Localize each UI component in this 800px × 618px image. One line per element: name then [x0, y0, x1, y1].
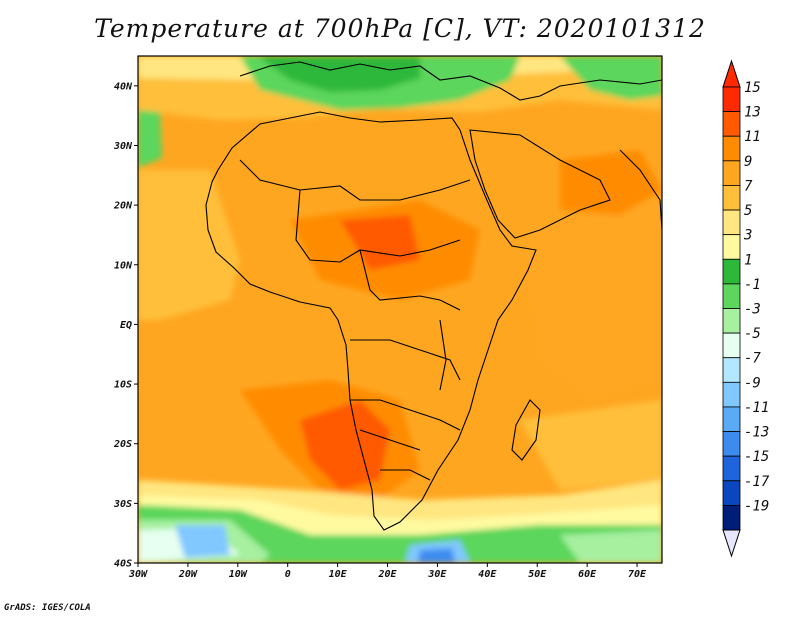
lon-tick-label: 70E	[628, 569, 647, 580]
coastlines	[205, 61, 662, 531]
colorbar-label: 15	[744, 80, 761, 96]
colorbar-swatch	[722, 381, 741, 408]
lon-tick-label: 30W	[128, 569, 148, 580]
lat-tick-label: 30N	[113, 141, 133, 152]
colorbar-swatch	[722, 135, 741, 162]
lat-tick-label: 20N	[113, 201, 133, 212]
colorbar-label: -15	[744, 449, 769, 465]
colorbar-swatch	[722, 160, 741, 186]
colorbar-label: -9	[744, 375, 761, 391]
lat-tick-label: 20S	[113, 439, 132, 450]
colorbar-swatch	[722, 480, 741, 506]
lat-tick-label: 10S	[114, 380, 132, 391]
lat-tick-label: 40S	[114, 559, 132, 570]
colorbar-bottom-arrow	[722, 529, 741, 558]
colorbar-label: 13	[744, 105, 761, 121]
colorbar-swatch	[722, 111, 741, 137]
lon-tick-label: 30E	[427, 569, 447, 580]
colorbar-swatch	[722, 332, 741, 359]
colorbar-label: 9	[744, 154, 752, 170]
colorbar-label: -5	[744, 326, 761, 342]
colorbar-swatch	[722, 357, 741, 383]
map-title: Temperature at 700hPa [C], VT: 202010131…	[94, 14, 706, 43]
lon-tick-label: 20E	[377, 569, 397, 580]
lon-tick-label: 60E	[578, 569, 597, 580]
colorbar-swatch	[722, 258, 741, 285]
colorbar-swatch	[722, 86, 741, 113]
temperature-field	[138, 56, 662, 563]
colorbar-label: 11	[744, 129, 761, 145]
latitude-axis: 40N 30N 20N 10N EQ 10S 20S 30S 40S	[113, 81, 138, 570]
colorbar-label: 1	[744, 252, 752, 268]
colorbar-swatch	[722, 234, 741, 260]
colorbar-label: 3	[743, 228, 752, 244]
credit-label: GrADS: IGES/COLA	[4, 603, 91, 613]
colorbar-swatch	[722, 308, 741, 334]
colorbar-label: -19	[744, 498, 769, 514]
lon-tick-label: 50E	[528, 569, 547, 580]
colorbar: 15 13 11 9 7 5 3 1 -1 -3 -5 -7 -9 -11 -13 -15 -17 -19	[722, 59, 770, 558]
colorbar-swatch	[722, 185, 741, 211]
colorbar-label: -3	[744, 302, 761, 318]
colorbar-label: -7	[744, 351, 761, 367]
lat-tick-label: 30S	[113, 499, 132, 510]
colorbar-top-arrow	[722, 59, 741, 88]
colorbar-swatch	[722, 504, 741, 531]
lat-tick-label: 10N	[114, 260, 133, 271]
colorbar-label: -11	[744, 400, 769, 416]
colorbar-label: -1	[744, 277, 761, 293]
colorbar-label: -13	[744, 425, 769, 441]
lon-tick-label: 20W	[178, 569, 198, 580]
lon-tick-label: 40E	[478, 569, 497, 580]
colorbar-swatch	[722, 406, 741, 432]
colorbar-swatch	[722, 209, 741, 236]
colorbar-swatch	[722, 455, 741, 482]
colorbar-swatch	[722, 283, 741, 309]
lat-tick-label: EQ	[120, 320, 132, 331]
colorbar-label: -17	[744, 474, 770, 490]
colorbar-swatch	[722, 431, 741, 457]
longitude-axis: 30W 20W 10W 0 10E 20E 30E 40E 50E 60E 70E	[128, 563, 647, 580]
colorbar-label: 7	[744, 178, 753, 194]
lon-tick-label: 10W	[229, 569, 248, 580]
lon-tick-label: 0	[285, 569, 291, 580]
lat-tick-label: 40N	[114, 81, 133, 92]
lon-tick-label: 10E	[329, 569, 348, 580]
colorbar-label: 5	[744, 203, 752, 219]
